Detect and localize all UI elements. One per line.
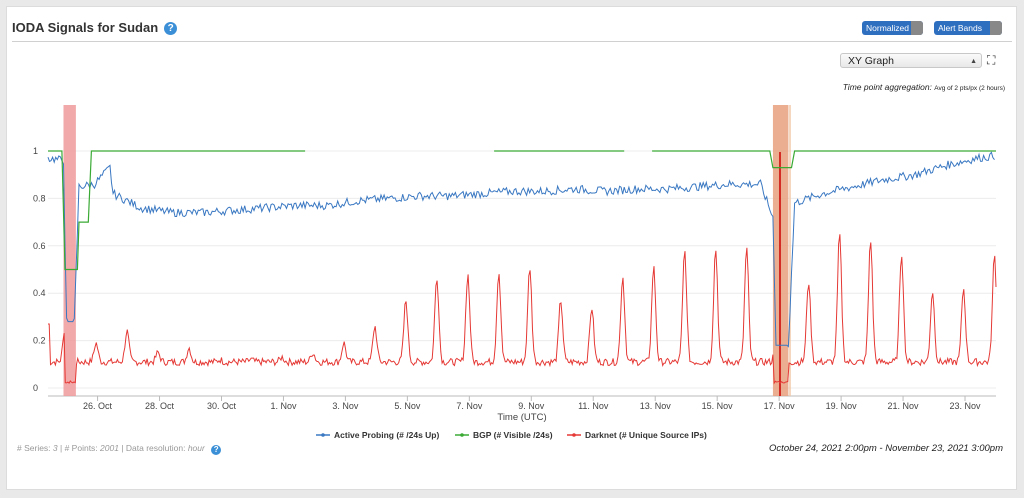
alert-band <box>63 105 76 396</box>
aggregation-label: Time point aggregation: <box>842 82 932 92</box>
select-arrows-icon: ▲ <box>970 58 977 65</box>
x-axis-label: Time (UTC) <box>497 412 546 423</box>
legend-marker <box>321 433 325 437</box>
x-tick-label: 21. Nov <box>888 401 920 411</box>
graph-type-select[interactable]: XY Graph ▲ <box>840 53 982 68</box>
points-label: # Points: <box>64 443 98 453</box>
x-tick-label: 15. Nov <box>702 401 734 411</box>
legend-label: Darknet (# Unique Source IPs) <box>585 430 707 440</box>
x-tick-label: 23. Nov <box>950 401 982 411</box>
series-count: 3 <box>52 443 58 453</box>
y-tick-label: 0.6 <box>33 241 46 251</box>
legend-marker <box>460 433 464 437</box>
resolution-label: Data resolution: <box>125 443 186 453</box>
bgp-line <box>48 150 996 271</box>
chart-stats: # Series: 3 | # Points: 2001 | Data reso… <box>17 443 222 455</box>
aggregation-value: Avg of 2 pts/px (2 hours) <box>934 85 1005 92</box>
y-tick-label: 0.8 <box>33 193 46 203</box>
legend-marker <box>572 433 576 437</box>
signals-panel <box>6 6 1017 490</box>
x-tick-label: 19. Nov <box>826 401 858 411</box>
normalized-toggle[interactable]: Normalized <box>862 21 923 35</box>
x-tick-label: 28. Oct <box>145 401 175 411</box>
toggle-knob <box>911 21 923 35</box>
series-label: # Series: <box>17 443 51 453</box>
time-range: October 24, 2021 2:00pm - November 23, 2… <box>769 443 1003 454</box>
x-tick-label: 1. Nov <box>270 401 297 411</box>
x-tick-label: 5. Nov <box>394 401 421 411</box>
y-tick-label: 0.2 <box>33 336 46 346</box>
y-tick-label: 0.4 <box>33 288 46 298</box>
resolution-value: hour <box>187 443 205 453</box>
x-tick-label: 9. Nov <box>518 401 545 411</box>
alert-bands-toggle[interactable]: Alert Bands <box>934 21 1002 35</box>
header-divider <box>12 41 1012 42</box>
y-tick-label: 0 <box>33 383 38 393</box>
x-tick-label: 30. Oct <box>207 401 237 411</box>
panel-title-text: IODA Signals for Sudan <box>12 20 159 35</box>
question-icon[interactable]: ? <box>211 445 222 455</box>
x-tick-label: 13. Nov <box>640 401 672 411</box>
active-probing-line <box>47 151 995 348</box>
fullscreen-icon[interactable]: ⛶ <box>987 53 996 67</box>
question-icon[interactable]: ? <box>164 22 178 35</box>
y-tick-label: 1 <box>33 146 38 156</box>
aggregation-info: Time point aggregation: Avg of 2 pts/px … <box>843 82 1005 92</box>
alert-bands-toggle-label: Alert Bands <box>938 23 982 33</box>
points-count: 2001 <box>100 443 119 453</box>
legend-label: Active Probing (# /24s Up) <box>334 430 439 440</box>
darknet-line <box>48 234 997 385</box>
panel-title: IODA Signals for Sudan? <box>12 20 178 35</box>
graph-type-value: XY Graph <box>848 55 894 67</box>
x-tick-label: 7. Nov <box>456 401 483 411</box>
x-tick-label: 17. Nov <box>764 401 796 411</box>
x-tick-label: 11. Nov <box>578 401 609 411</box>
normalized-toggle-label: Normalized <box>866 23 909 33</box>
toggle-knob <box>990 21 1002 35</box>
legend-label: BGP (# Visible /24s) <box>473 430 553 440</box>
x-tick-label: 3. Nov <box>332 401 359 411</box>
x-tick-label: 26. Oct <box>83 401 113 411</box>
